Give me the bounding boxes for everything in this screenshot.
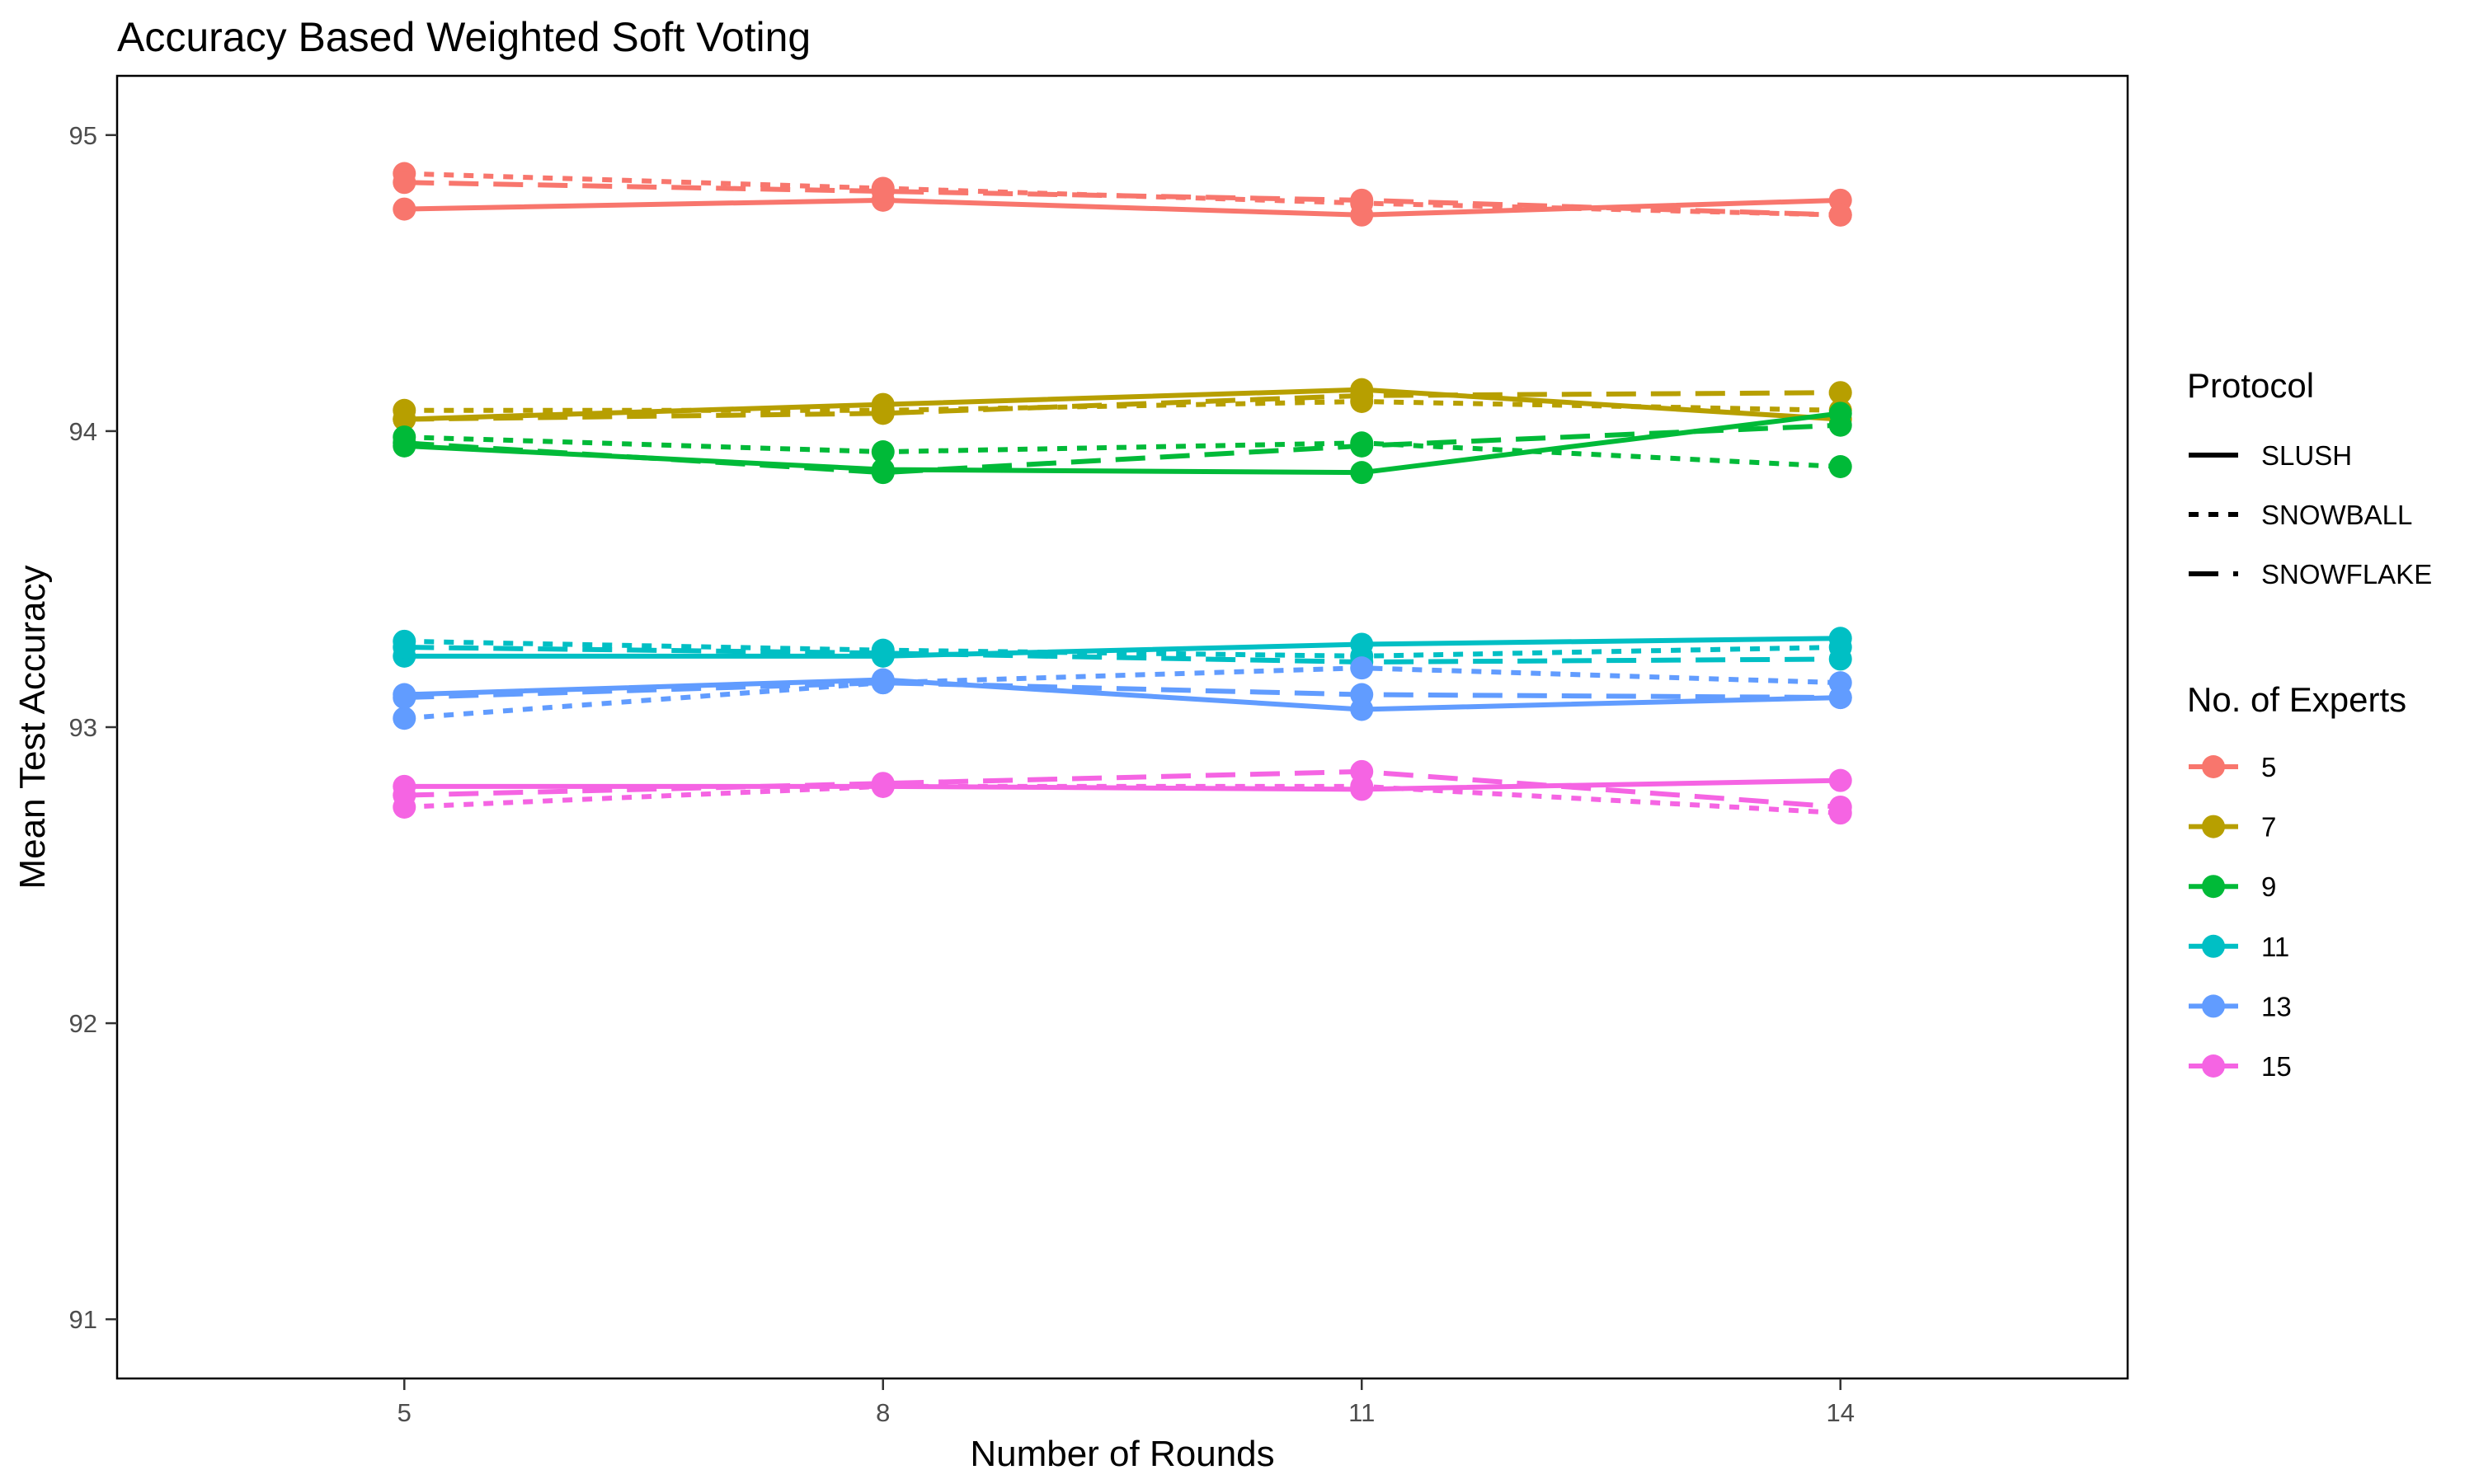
series-line (404, 783, 1841, 816)
x-tick-label: 5 (397, 1398, 412, 1427)
legend-label-experts-7: 7 (2261, 812, 2276, 843)
data-point (871, 461, 895, 485)
series-experts-9-snowflake (393, 413, 1852, 485)
data-point (1828, 455, 1852, 478)
data-point (1828, 795, 1852, 819)
series-experts-13-snowball (393, 656, 1852, 730)
data-point (393, 171, 416, 195)
y-tick-label: 92 (69, 1009, 97, 1038)
data-point (393, 197, 416, 221)
data-point (1828, 686, 1852, 710)
plot-panel (115, 74, 2129, 1380)
y-tick-label: 95 (69, 121, 97, 150)
legend-label-experts-9: 9 (2261, 871, 2276, 902)
data-point (393, 707, 416, 730)
data-point (1350, 188, 1374, 212)
legend-experts-title: No. of Experts (2187, 680, 2406, 719)
data-point (1350, 461, 1374, 485)
data-point (1350, 683, 1374, 707)
y-axis: 91 92 93 94 95 (69, 121, 117, 1334)
data-point (393, 431, 416, 455)
data-point (393, 783, 416, 807)
legend-key-point-7 (2202, 815, 2225, 838)
plot-area (115, 74, 2129, 1380)
legend-key-point-13 (2202, 994, 2225, 1018)
series-line (404, 422, 1841, 476)
y-tick-label: 91 (69, 1305, 97, 1334)
series-line (404, 638, 1841, 659)
series-line (404, 636, 1841, 659)
series-line (404, 680, 1841, 701)
series-line (404, 434, 1841, 469)
series-line (404, 390, 1841, 422)
legend-label-experts-13: 13 (2261, 991, 2292, 1021)
series-experts-5-snowflake (393, 171, 1852, 227)
x-axis: 5 8 11 14 (397, 1378, 1855, 1427)
data-point (393, 686, 416, 710)
series-experts-15-snowflake (393, 759, 1852, 819)
data-point (1350, 759, 1374, 783)
series-experts-13-snowflake (393, 671, 1852, 710)
legend-experts-items: 5 7 9 11 13 15 (2189, 752, 2292, 1082)
y-tick-label: 94 (69, 417, 97, 446)
data-point (393, 407, 416, 431)
legend-key-point-5 (2202, 755, 2225, 778)
legend-protocol-items: SLUSH SNOWBALL SNOWFLAKE (2189, 440, 2432, 589)
data-point (871, 440, 895, 464)
legend-protocol-title: Protocol (2187, 366, 2314, 405)
series-experts-7-snowflake (393, 381, 1852, 431)
y-axis-title: Mean Test Accuracy (12, 566, 53, 890)
legend-label-experts-15: 15 (2261, 1051, 2292, 1082)
data-point (1350, 434, 1374, 458)
data-point (1350, 383, 1374, 407)
data-point (1350, 656, 1374, 680)
data-point (871, 402, 895, 425)
x-tick-label: 8 (876, 1398, 890, 1427)
series-line (404, 180, 1841, 218)
legend-label-snowball: SNOWBALL (2261, 500, 2412, 530)
series-line (404, 677, 1841, 712)
legend-key-point-11 (2202, 934, 2225, 958)
data-point (1828, 647, 1852, 671)
chart-title: Accuracy Based Weighted Soft Voting (117, 14, 811, 60)
series-line (404, 665, 1841, 721)
y-tick-label: 93 (69, 713, 97, 742)
legend-label-snowflake: SNOWFLAKE (2261, 559, 2432, 589)
series-line (404, 645, 1841, 665)
x-axis-title: Number of Rounds (970, 1434, 1274, 1474)
legend-label-slush: SLUSH (2261, 440, 2352, 471)
data-point (1828, 203, 1852, 227)
data-point (871, 772, 895, 796)
legend: Protocol SLUSH SNOWBALL SNOWFLAKE No. of E… (2187, 366, 2432, 1082)
legend-key-point-15 (2202, 1054, 2225, 1078)
data-point (1828, 381, 1852, 405)
legend-key-point-9 (2202, 875, 2225, 899)
x-tick-label: 11 (1348, 1398, 1375, 1427)
data-point (1828, 413, 1852, 437)
x-tick-label: 14 (1826, 1398, 1854, 1427)
series-line (404, 768, 1841, 810)
legend-label-experts-5: 5 (2261, 752, 2276, 782)
data-point (871, 671, 895, 695)
data-point (393, 636, 416, 660)
legend-label-experts-11: 11 (2261, 932, 2289, 962)
data-point (871, 180, 895, 204)
data-point (1828, 768, 1852, 792)
data-point (871, 641, 895, 665)
series-layer (393, 162, 1852, 825)
